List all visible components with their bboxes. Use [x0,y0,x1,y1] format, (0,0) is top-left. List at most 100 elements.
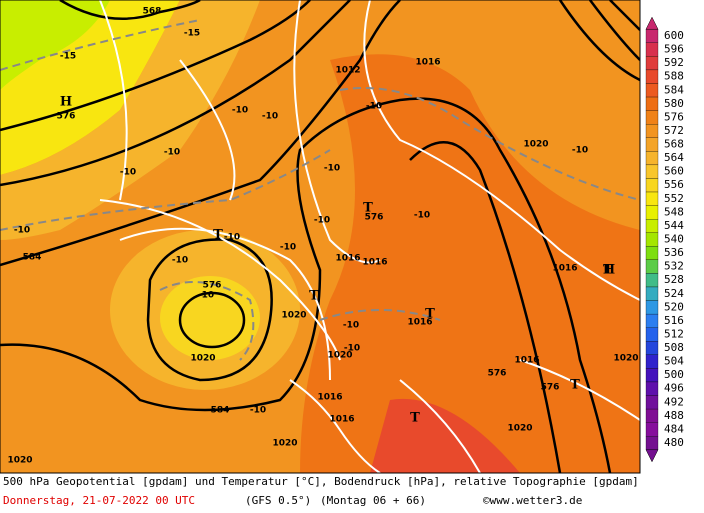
footer-date: Donnerstag, 21-07-2022 00 UTC [3,494,195,507]
scale-label: 596 [664,43,684,56]
contour-label: 1016 [329,415,354,425]
contour-label: -10 [344,344,360,354]
scale-swatch [645,83,659,98]
contour-label: 584 [211,406,230,416]
contour-label: -15 [184,29,200,39]
contour-label: -10 [224,233,240,243]
scale-label: 572 [664,124,684,137]
contour-label: 576 [365,213,384,223]
scale-label: 580 [664,97,684,110]
contour-label: -10 [324,164,340,174]
scale-swatch [645,178,659,193]
contour-label: 1020 [190,354,215,364]
scale-label: 520 [664,300,684,313]
scale-label: 524 [664,287,684,300]
scale-swatch [645,232,659,247]
contour-label: -10 [164,148,180,158]
scale-label: 576 [664,110,684,123]
scale-swatch [645,327,659,342]
scale-label: 504 [664,355,684,368]
scale-swatch [645,191,659,206]
scale-label: 588 [664,70,684,83]
contour-label: 1016 [335,254,360,264]
footer-credit: ©www.wetter3.de [483,494,582,507]
scale-swatch [645,218,659,233]
contour-label: 1020 [507,424,532,434]
pressure-center-label: T [363,201,373,216]
scale-label: 552 [664,192,684,205]
region [0,0,260,240]
contour-label: -10 [250,406,266,416]
scale-swatch [645,395,659,410]
hot-region [370,398,520,473]
footer-model: (GFS 0.5°) [245,494,311,507]
scale-arrow-top [645,16,659,30]
scale-label: 512 [664,327,684,340]
scale-label: 568 [664,138,684,151]
geopotential-contours [0,0,640,473]
scale-swatch [645,313,659,328]
pressure-center-label: T [603,263,613,278]
scale-label: 584 [664,83,684,96]
contour-label: -10 [198,291,214,301]
scale-label: 484 [664,422,684,435]
scale-label: 556 [664,178,684,191]
isobars [99,0,640,473]
contour-label: 1020 [281,311,306,321]
cold-core [0,0,110,90]
scale-label: 496 [664,382,684,395]
pressure-center-label: T [570,378,580,393]
scale-swatch [645,300,659,315]
scale-label: 528 [664,273,684,286]
contour-label: 1016 [514,356,539,366]
pressure-center-label: H [60,95,72,110]
scale-swatch [645,354,659,369]
contour-label: -10 [262,112,278,122]
scale-label: 592 [664,56,684,69]
contour-label: 1020 [272,439,297,449]
scale-swatch [645,137,659,152]
contour-label: 1012 [335,66,360,76]
contour-label: -10 [366,102,382,112]
scale-label: 564 [664,151,684,164]
scale-swatch [645,259,659,274]
contour-label: -15 [60,52,76,62]
scale-swatch [645,205,659,220]
scale-arrow-bottom [645,449,659,463]
contour-label: -10 [280,243,296,253]
scale-label: 536 [664,246,684,259]
scale-swatch [645,286,659,301]
scale-label: 500 [664,368,684,381]
contour-label: 576 [488,369,507,379]
pressure-center-label: T [309,289,319,304]
contour-label: -10 [343,321,359,331]
scale-label: 532 [664,260,684,273]
region [540,0,640,120]
scale-label: 560 [664,165,684,178]
contour-label: -10 [172,256,188,266]
scale-swatch [645,110,659,125]
footer-description: 500 hPa Geopotential [gpdam] und Tempera… [3,475,639,488]
contour-label: -10 [314,216,330,226]
map-frame [0,0,641,474]
scale-swatch [645,408,659,423]
scale-swatch [645,96,659,111]
scale-label: 508 [664,341,684,354]
scale-swatch [645,124,659,138]
contour-label: 576 [57,112,76,122]
scale-swatch [645,151,659,166]
contour-label: -10 [572,146,588,156]
contour-label: 1020 [7,456,32,466]
scale-swatch [645,368,659,383]
scale-swatch [645,29,659,43]
scale-label: 544 [664,219,684,232]
scale-label: 548 [664,205,684,218]
contour-label: 584 [23,253,42,263]
scale-swatch [645,42,659,57]
contour-label: 1020 [327,351,352,361]
scale-swatch [645,273,659,288]
pressure-center-label: T [213,228,223,243]
scale-swatch [645,69,659,84]
contour-label: 576 [541,383,560,393]
